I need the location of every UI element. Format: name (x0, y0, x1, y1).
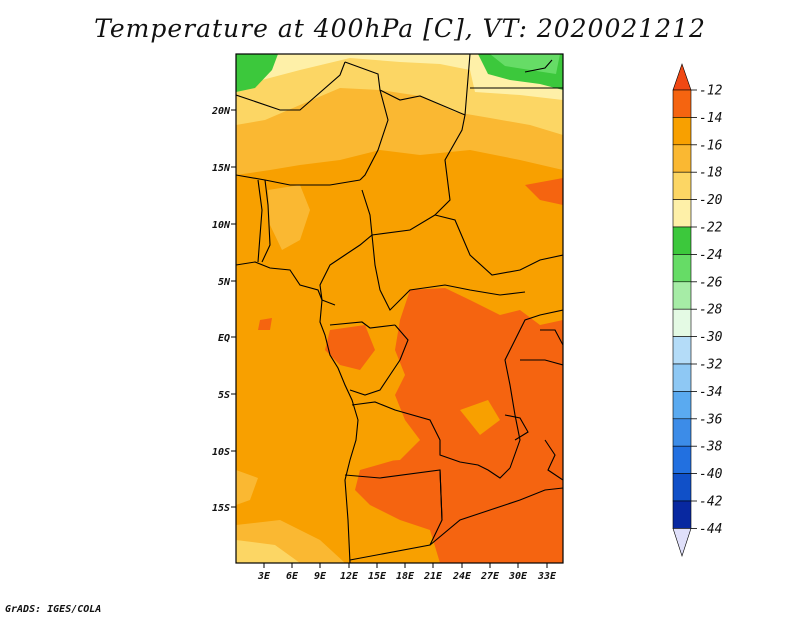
lat-axis: 20N 15N 10N 5N EQ 5S 10S 15S (211, 106, 236, 514)
field-cool-sw-2 (236, 540, 300, 563)
colorbar-label: -28 (699, 303, 723, 318)
chart-title: Temperature at 400hPa [C], VT: 202002121… (94, 14, 706, 43)
lat-label-10n: 10N (212, 220, 231, 231)
colorbar-bottom-arrow (672, 528, 692, 557)
colorbar-swatch (672, 336, 692, 365)
border-drc-east (504, 309, 563, 469)
border-cameroon-gabon (329, 321, 396, 329)
lon-label-6e: 6E (286, 571, 299, 582)
colorbar-swatch (672, 363, 692, 392)
colorbar-label: -38 (699, 440, 723, 455)
lat-label-5s: 5S (218, 390, 230, 401)
field-warm-east (525, 178, 563, 205)
field-warm-spot (258, 318, 272, 330)
lat-label-20n: 20N (211, 106, 231, 117)
lon-label-12e: 12E (340, 571, 359, 582)
field-mid-patch (355, 430, 420, 462)
colorbar-label: -32 (699, 358, 723, 373)
colorbar-label: -42 (699, 495, 723, 510)
lon-label-21e: 21E (423, 571, 443, 582)
colorbar-swatch (672, 308, 692, 337)
colorbar-label: -40 (699, 467, 723, 482)
border-uganda-kenya (540, 329, 563, 346)
border-namibia-botswana (349, 487, 563, 561)
lon-label-15e: 15E (368, 571, 387, 582)
field-warm-gabon (325, 325, 375, 370)
country-borders (236, 54, 563, 563)
border-chad-sudan-car (433, 114, 563, 276)
lake-tanganyika (504, 414, 529, 441)
temperature-field (236, 54, 563, 563)
grads-credit: GrADS: IGES/COLA (5, 604, 102, 615)
lat-label-5n: 5N (218, 277, 231, 288)
colorbar-label: -30 (699, 330, 723, 345)
colorbar-swatch (672, 226, 692, 255)
colorbar-swatch (672, 89, 692, 118)
lat-label-10s: 10S (212, 447, 230, 458)
colorbar-swatch (672, 391, 692, 420)
coastline-west (236, 261, 359, 563)
colorbar-label: -24 (699, 248, 722, 263)
colorbar-label: -26 (699, 275, 723, 290)
colorbar-swatch (672, 117, 692, 146)
colorbar-label: -14 (699, 111, 722, 126)
border-benin-nigeria (261, 179, 271, 263)
border-cameroon-chad (371, 214, 436, 236)
colorbar: -12 -14 -16 -18 -20 -22 -24 -26 -28 -30 … (672, 63, 723, 557)
colorbar-swatch (672, 418, 692, 447)
lon-label-30e: 30E (508, 571, 528, 582)
colorbar-swatch (672, 254, 692, 283)
border-malawi (544, 439, 563, 481)
field-cool-west (236, 470, 258, 505)
lon-label-27e: 27E (480, 571, 500, 582)
colorbar-label: -34 (699, 385, 722, 400)
map-frame (235, 53, 564, 564)
field-mid-patch-2 (460, 400, 500, 435)
border-angola-zambia (429, 469, 443, 546)
lon-label-18e: 18E (396, 571, 415, 582)
lat-label-15n: 15N (212, 163, 231, 174)
border-mali-niger-nigeria (236, 174, 361, 186)
field-green-nw (236, 54, 278, 92)
colorbar-ticks (691, 89, 697, 529)
colorbar-label: -16 (699, 138, 723, 153)
lon-axis: 3E 6E 9E 12E 15E 18E 21E 24E 27E 30E 33E (257, 563, 557, 582)
colorbar-top-arrow (672, 63, 692, 91)
colorbar-swatch (672, 144, 692, 173)
colorbar-label: -36 (699, 412, 723, 427)
field-patch-west (268, 185, 310, 250)
border-angola-drc (351, 401, 511, 479)
colorbar-swatch (672, 473, 692, 502)
colorbar-label: -44 (699, 522, 722, 537)
lat-label-15s: 15S (212, 503, 230, 514)
colorbar-swatch (672, 445, 692, 474)
border-nigeria-cameroon (319, 189, 373, 306)
colorbar-swatch (672, 281, 692, 310)
lat-label-eq: EQ (218, 333, 230, 344)
colorbar-label: -22 (699, 221, 723, 236)
border-niger-chad (359, 89, 389, 181)
lon-label-9e: 9E (314, 571, 327, 582)
colorbar-swatch (672, 171, 692, 200)
border-congo-drc (349, 324, 409, 396)
field-warm-south (355, 288, 563, 563)
colorbar-swatch (672, 500, 692, 529)
border-uganda-tanzania (520, 359, 563, 366)
border-car-drc (371, 234, 526, 311)
colorbar-label: -20 (699, 193, 723, 208)
lon-label-33e: 33E (537, 571, 557, 582)
lon-label-3e: 3E (257, 571, 271, 582)
colorbar-swatch (672, 199, 692, 228)
colorbar-label: -12 (699, 84, 723, 99)
lon-label-24e: 24E (452, 571, 472, 582)
colorbar-label: -18 (699, 166, 723, 181)
border-algeria-niger (236, 61, 346, 111)
border-togo-benin (257, 179, 263, 263)
nile-detail (524, 59, 553, 73)
